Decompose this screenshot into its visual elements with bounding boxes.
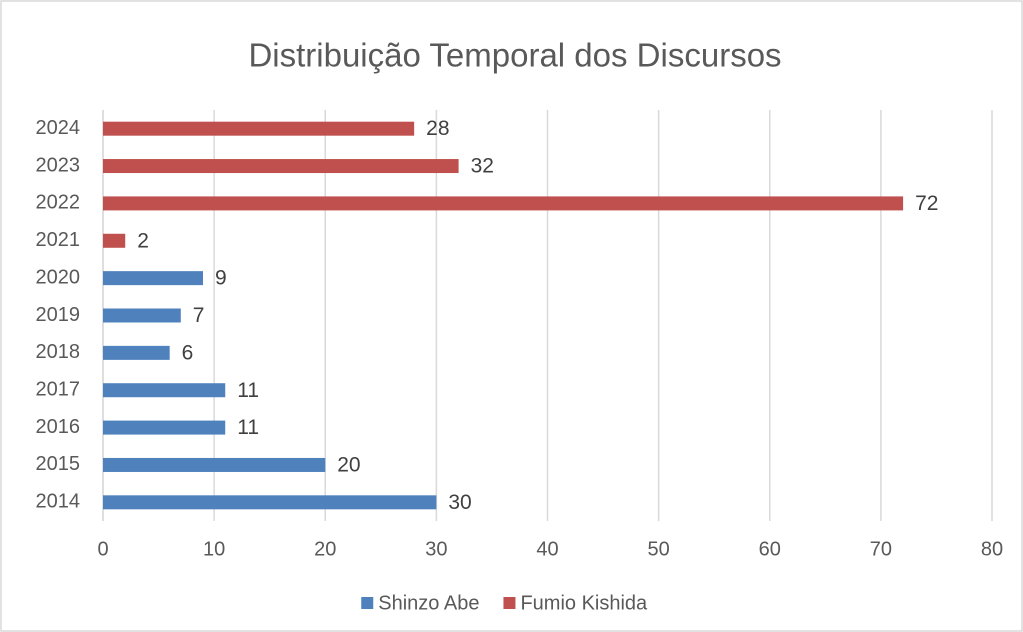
legend-label: Shinzo Abe — [378, 592, 479, 614]
data-label: 32 — [471, 155, 494, 178]
data-label: 9 — [215, 267, 227, 290]
bar — [103, 383, 226, 398]
data-label: 20 — [337, 454, 360, 477]
x-tick-label: 0 — [97, 538, 108, 560]
y-tick-label: 2017 — [36, 379, 81, 401]
x-tick-label: 30 — [425, 538, 447, 560]
data-label: 7 — [193, 304, 205, 327]
x-tick-label: 40 — [536, 538, 558, 560]
bar — [103, 233, 126, 248]
y-tick-label: 2022 — [36, 192, 81, 214]
x-tick-label: 70 — [870, 538, 892, 560]
legend-swatch — [503, 597, 516, 609]
legend-swatch — [361, 597, 374, 609]
x-tick-label: 10 — [203, 538, 225, 560]
bar — [103, 457, 326, 472]
x-tick-label: 50 — [648, 538, 670, 560]
y-tick-label: 2015 — [36, 453, 81, 475]
x-tick-label: 80 — [981, 538, 1003, 560]
bar — [103, 308, 181, 323]
x-tick-label: 20 — [314, 538, 336, 560]
bar — [103, 345, 170, 360]
chart-title: Distribuição Temporal dos Discursos — [248, 37, 781, 74]
y-tick-label: 2014 — [36, 491, 81, 513]
y-tick-label: 2024 — [36, 117, 81, 139]
legend-label: Fumio Kishida — [520, 592, 648, 614]
data-label: 72 — [915, 192, 938, 215]
y-tick-label: 2021 — [36, 229, 81, 251]
data-label: 2 — [137, 229, 149, 252]
data-label: 6 — [182, 341, 194, 364]
y-tick-label: 2018 — [36, 341, 81, 363]
bar — [103, 420, 226, 435]
y-tick-label: 2020 — [36, 266, 81, 288]
data-label: 30 — [448, 491, 471, 514]
data-label: 28 — [426, 117, 449, 140]
y-tick-label: 2016 — [36, 416, 81, 438]
bar — [103, 271, 204, 286]
bar — [103, 196, 904, 211]
x-tick-label: 60 — [759, 538, 781, 560]
data-label: 11 — [237, 416, 259, 439]
bar — [103, 495, 437, 510]
data-label: 11 — [237, 379, 259, 402]
bar — [103, 121, 415, 136]
y-tick-label: 2019 — [36, 304, 81, 326]
y-tick-label: 2023 — [36, 154, 81, 176]
bar — [103, 159, 459, 174]
